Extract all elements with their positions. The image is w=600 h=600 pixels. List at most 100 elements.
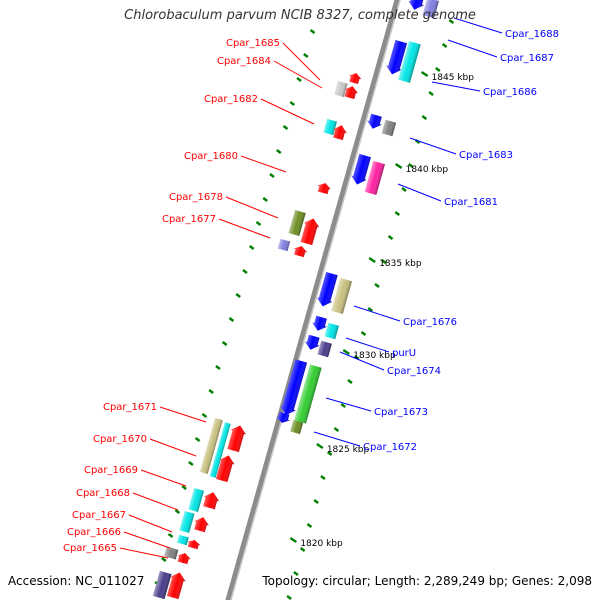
tick-mark <box>360 331 367 336</box>
tick-mark <box>326 451 333 456</box>
gene-label-left: Cpar_1667 <box>72 510 126 521</box>
tick-mark <box>181 485 187 490</box>
tick-mark <box>194 437 201 442</box>
tick-mark <box>286 595 292 600</box>
scale-tick <box>420 70 429 78</box>
tick-mark <box>387 235 394 240</box>
tick-mark <box>221 341 228 346</box>
gene-label-left: Cpar_1682 <box>204 94 258 105</box>
gene-arrow-right <box>386 40 408 75</box>
tick-mark <box>303 53 309 58</box>
gene-leader-line <box>128 514 173 533</box>
gene-label-left: Cpar_1684 <box>217 56 271 67</box>
gene-leader-line <box>431 81 481 92</box>
tick-mark <box>333 427 340 432</box>
tick-mark <box>255 221 262 226</box>
tick-mark <box>374 283 380 288</box>
tick-mark <box>215 365 221 370</box>
tick-mark <box>235 293 241 298</box>
tick-mark <box>441 43 448 48</box>
tick-mark <box>347 379 353 384</box>
gene-arrow-left <box>164 546 179 560</box>
gene-arrow-left <box>194 517 209 533</box>
tick-mark <box>401 187 407 192</box>
tick-mark <box>293 571 299 576</box>
gene-label-left: Cpar_1678 <box>169 192 223 203</box>
gene-arrow-right <box>364 160 385 196</box>
gene-leader-line <box>282 42 321 81</box>
scale-tick <box>394 162 403 170</box>
gene-arrow-right <box>381 119 397 137</box>
gene-arrow-left <box>334 80 348 98</box>
gene-label-right: Cpar_1687 <box>500 53 554 64</box>
gene-label-left: Cpar_1670 <box>93 434 147 445</box>
gene-arrow-left <box>293 246 308 258</box>
gene-arrow-left <box>166 572 186 600</box>
gene-arrow-right <box>276 411 290 423</box>
tick-mark <box>320 475 326 480</box>
tick-mark <box>296 77 302 82</box>
accession-label: Accession: NC_011027 <box>8 574 145 588</box>
gene-arrow-right <box>408 0 425 10</box>
gene-leader-line <box>123 531 171 549</box>
scale-tick <box>316 442 324 450</box>
gene-label-right: Cpar_1683 <box>459 150 513 161</box>
gene-leader-line <box>313 431 361 447</box>
gene-label-right: Cpar_1686 <box>483 87 537 98</box>
gene-arrow-left <box>348 73 362 85</box>
tick-mark <box>242 269 248 274</box>
gene-label-right: Cpar_1674 <box>387 366 441 377</box>
gene-leader-line <box>240 155 287 173</box>
gene-leader-line <box>273 60 323 89</box>
gene-arrow-right <box>312 315 327 331</box>
tick-mark <box>276 149 282 154</box>
tick-mark <box>174 509 181 514</box>
scale-label: 1835 kbp <box>379 259 422 269</box>
gene-arrow-right <box>351 153 371 185</box>
gene-arrow-left <box>300 218 320 246</box>
gene-arrow-right <box>304 334 320 350</box>
gene-arrow-left <box>177 553 191 565</box>
gene-arrow-left <box>203 492 220 510</box>
gene-arrow-left <box>179 511 195 533</box>
gene-arrow-left <box>288 209 306 237</box>
gene-leader-line <box>140 469 187 487</box>
gene-arrow-right <box>294 364 322 424</box>
gene-label-right: Cpar_1688 <box>505 29 559 40</box>
backbone-highlight <box>230 0 401 600</box>
tick-mark <box>282 125 289 130</box>
gene-label-right: Cpar_1672 <box>363 442 417 453</box>
gene-leader-line <box>159 406 207 423</box>
tick-mark <box>353 355 360 360</box>
gene-label-right: Cpar_1673 <box>374 407 428 418</box>
gene-label-left: Cpar_1666 <box>67 527 121 538</box>
gene-arrow-left <box>317 183 331 195</box>
gene-label-left: Cpar_1668 <box>76 488 130 499</box>
gene-arrow-left <box>187 540 201 550</box>
tick-mark <box>313 499 319 504</box>
gene-label-right: Cpar_1681 <box>444 197 498 208</box>
tick-mark <box>208 389 214 394</box>
scale-label: 1830 kbp <box>353 351 396 361</box>
tick-mark <box>428 91 434 96</box>
gene-leader-line <box>447 39 498 58</box>
gene-arrow-left <box>323 118 337 136</box>
gene-leader-line <box>453 17 503 34</box>
gene-arrow-right <box>324 322 339 340</box>
gene-arrow-right <box>316 272 338 307</box>
gene-leader-line <box>260 98 315 125</box>
gene-arrow-left <box>344 86 358 100</box>
gene-arrow-left <box>227 425 246 453</box>
tick-mark <box>340 403 346 408</box>
gene-label-left: Cpar_1669 <box>84 465 138 476</box>
gene-leader-line <box>119 547 169 559</box>
backbone-track <box>225 0 400 600</box>
genome-summary: Topology: circular; Length: 2,289,249 bp… <box>262 574 592 588</box>
gene-arrow-left <box>152 570 172 600</box>
gene-label-right: purU <box>392 348 416 359</box>
tick-mark <box>262 197 268 202</box>
tick-mark <box>201 413 208 418</box>
tick-mark <box>381 259 387 264</box>
gene-leader-line <box>225 196 279 219</box>
